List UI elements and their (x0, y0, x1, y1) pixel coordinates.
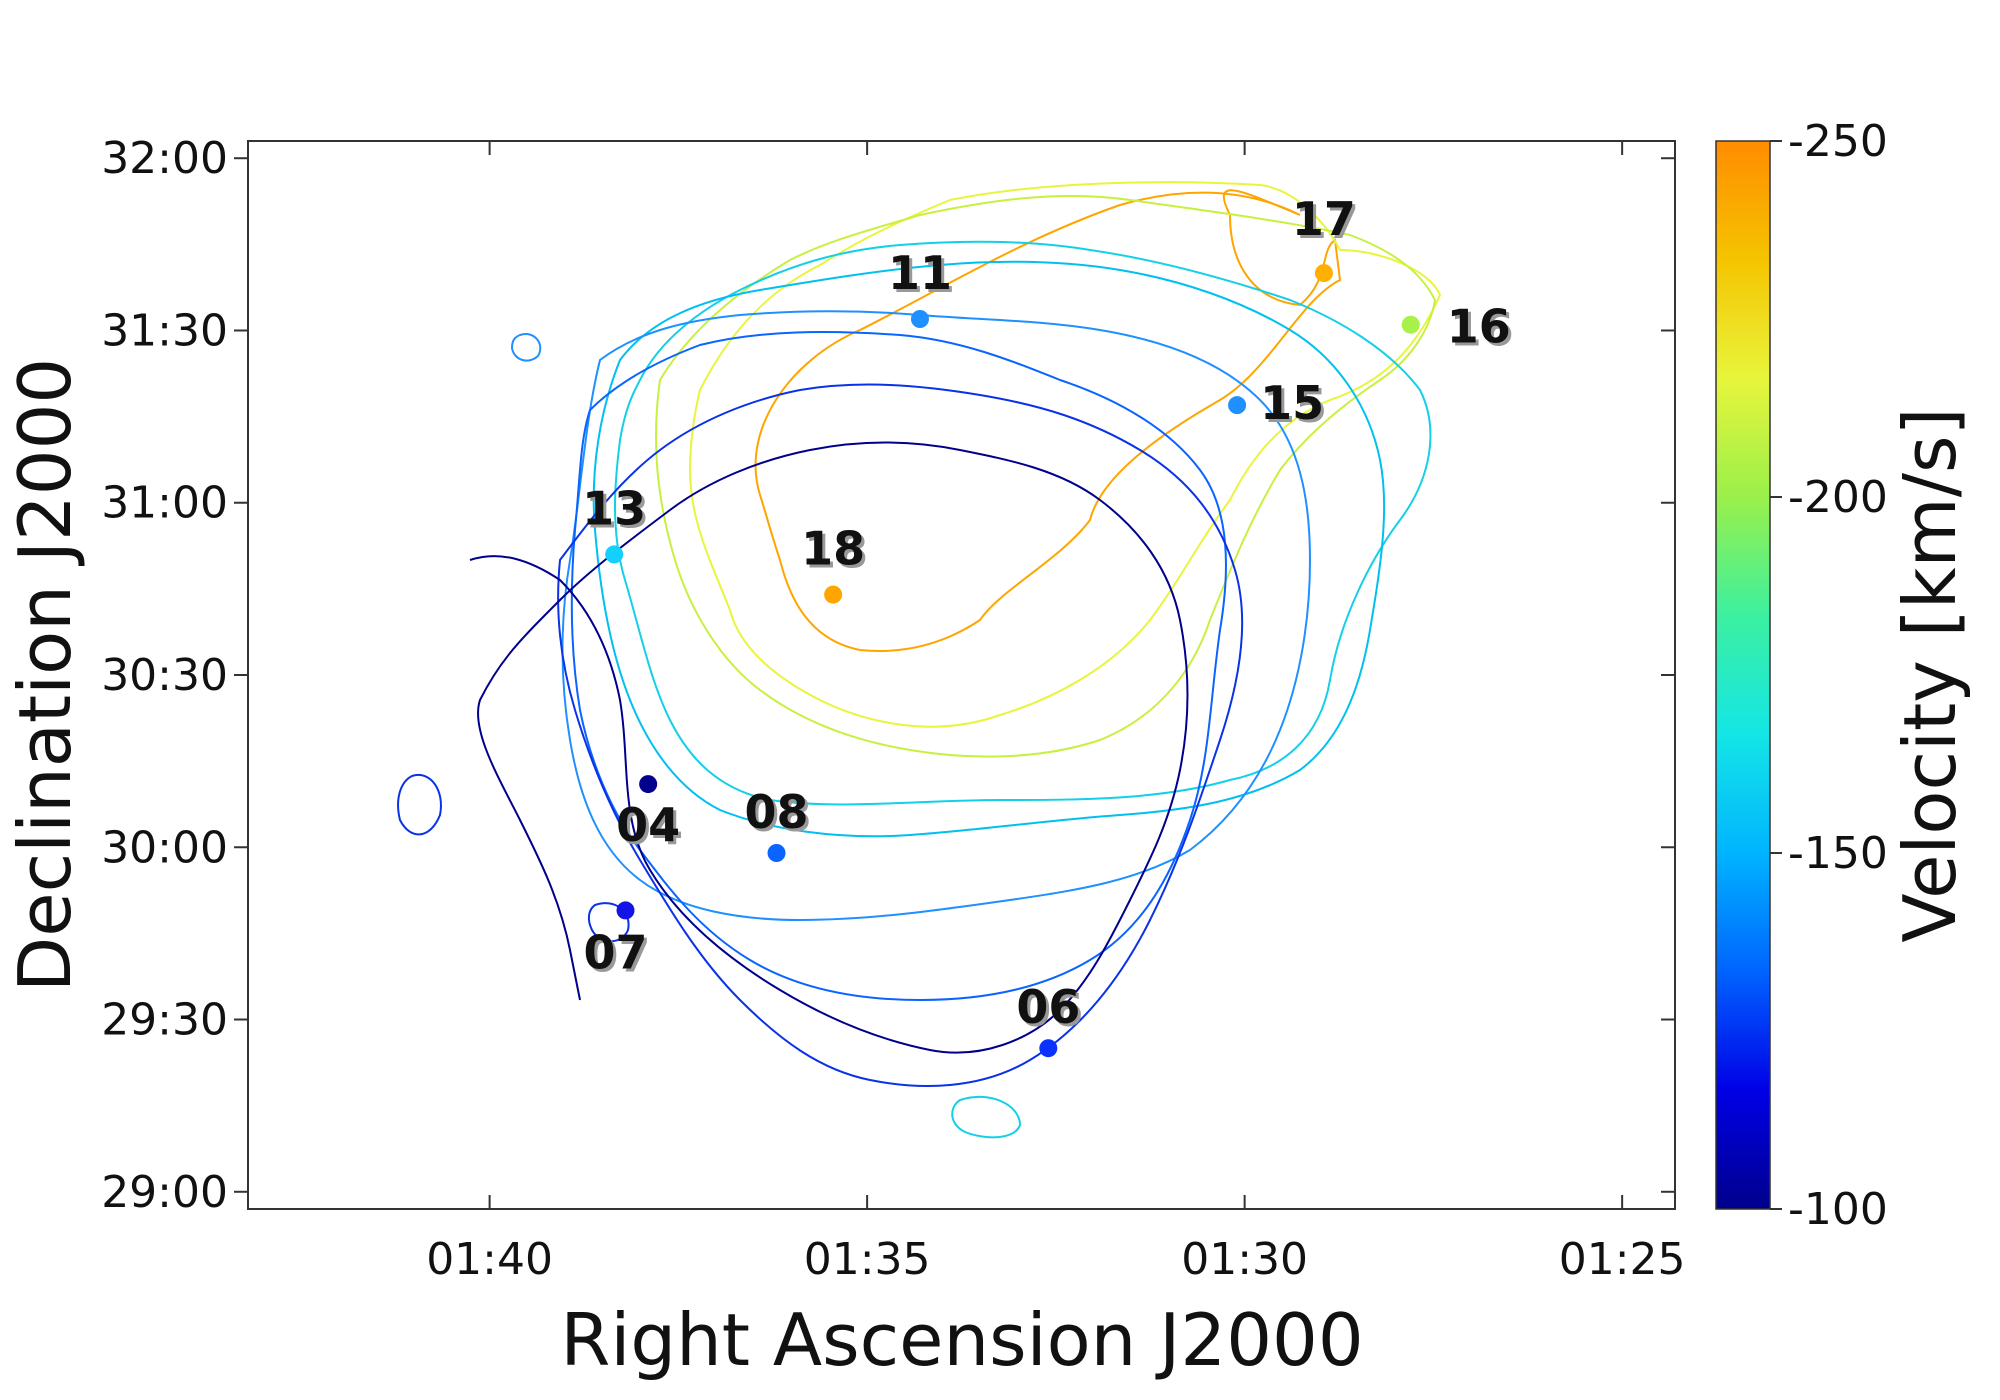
colorbar-tick-label: -150 (1788, 828, 1888, 879)
contour-blue-1 (570, 331, 1227, 1002)
contour-darkblue (469, 441, 1189, 1054)
contour-cyan-2 (592, 260, 1386, 838)
y-tick-label: 31:30 (101, 305, 228, 356)
source-marker-18 (824, 585, 843, 604)
y-tick-label: 29:00 (101, 1167, 228, 1218)
source-label-15: 15 (1260, 376, 1324, 430)
source-marker-06 (1039, 1039, 1058, 1058)
source-label-08: 08 (745, 785, 809, 839)
source-label-17: 17 (1292, 192, 1356, 246)
source-marker-15 (1228, 396, 1247, 415)
x-tick-label: 01:25 (1559, 1234, 1686, 1285)
x-tick-label: 01:40 (426, 1234, 553, 1285)
source-label-shadow: 17 (1295, 195, 1359, 249)
x-tick-label: 01:35 (804, 1234, 931, 1285)
source-label-06: 06 (1016, 980, 1080, 1034)
source-label-18: 18 (801, 522, 865, 576)
colorbar-tick-label: -200 (1788, 472, 1888, 523)
contour-lightblue (561, 310, 1312, 922)
source-marker-08 (767, 844, 786, 862)
source-label-16: 16 (1447, 300, 1511, 354)
y-tick-label: 29:30 (101, 995, 228, 1046)
contour-green (654, 194, 1437, 758)
contour-cyan-1 (614, 240, 1432, 806)
contour-yellow-1 (688, 181, 1442, 728)
source-label-shadow: 08 (748, 788, 812, 842)
x-tick-label: 01:30 (1181, 1234, 1308, 1285)
y-tick-label: 31:00 (101, 478, 228, 529)
source-label-shadow: 16 (1450, 303, 1514, 357)
source-label-shadow: 11 (891, 249, 955, 303)
source-marker-04 (639, 775, 658, 794)
colorbar-tick-label: -100 (1788, 1184, 1888, 1235)
x-axis: 01:40 01:35 01:30 01:25 (426, 141, 1686, 1285)
source-label-shadow: 06 (1019, 983, 1083, 1037)
source-label-13: 13 (582, 481, 646, 535)
y-tick-label: 32:00 (101, 133, 228, 184)
contour-islet-3 (951, 1095, 1022, 1139)
source-label-shadow: 07 (587, 928, 651, 982)
y-axis-title: Declination J2000 (3, 358, 87, 992)
contour-islet-2 (510, 333, 542, 362)
y-axis: 32:00 31:30 31:00 30:30 30:00 29:30 29:00 (101, 133, 1675, 1218)
source-marker-07 (616, 901, 635, 920)
colorbar-tick-label: -250 (1788, 116, 1888, 167)
x-axis-title: Right Ascension J2000 (560, 1298, 1363, 1382)
source-marker-17 (1314, 264, 1333, 283)
source-label-04: 04 (616, 798, 680, 852)
source-label-shadow: 18 (804, 525, 868, 579)
colorbar-ticks: -250 -200 -150 -100 (1770, 116, 1888, 1235)
source-label-shadow: 04 (619, 801, 683, 855)
source-marker-11 (910, 310, 929, 328)
contour-blue-2 (557, 383, 1244, 1087)
source-label-11: 11 (888, 246, 952, 300)
source-label-shadow: 13 (585, 484, 649, 538)
y-tick-label: 30:30 (101, 650, 228, 701)
colorbar-title: Velocity [km/s] (1888, 407, 1972, 942)
contour-islet-1 (397, 773, 442, 836)
source-label-shadow: 15 (1263, 379, 1327, 433)
velocity-contours (397, 181, 1442, 1139)
y-tick-label: 30:00 (101, 822, 228, 873)
source-marker-13 (605, 545, 624, 564)
colorbar-gradient (1715, 140, 1771, 1210)
source-label-07: 07 (584, 925, 648, 979)
colorbar: -250 -200 -150 -100 Velocity [km/s] (1715, 116, 1972, 1235)
source-marker-16 (1401, 315, 1420, 334)
contour-orange-outer (754, 189, 1342, 652)
